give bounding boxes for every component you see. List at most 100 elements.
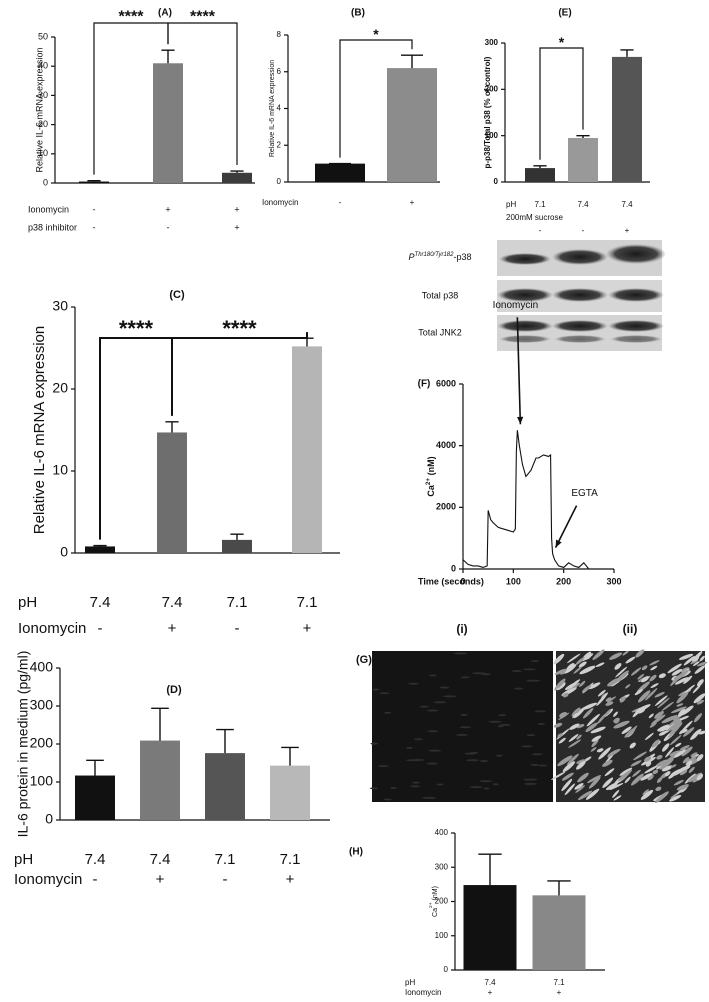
y-axis-label-part: 2+ <box>428 902 434 908</box>
cell <box>524 782 538 785</box>
y-axis-label: Relative IL-6 mRNA expression <box>269 60 276 157</box>
cell <box>557 755 573 767</box>
annotation-arrow <box>554 505 578 548</box>
cell <box>598 747 611 760</box>
cell <box>670 769 680 776</box>
cell <box>596 748 604 753</box>
trace <box>462 430 590 570</box>
bar <box>157 432 187 553</box>
condition-value: + <box>303 620 312 637</box>
cell <box>555 678 566 689</box>
y-tick-label: 0 <box>494 177 499 186</box>
y-tick-label: 6000 <box>436 378 456 388</box>
condition-label: 200mM sucrose <box>506 213 563 222</box>
cell <box>654 691 665 698</box>
panel-label: (A) <box>158 8 172 19</box>
bar <box>79 181 109 183</box>
condition-value: + <box>286 871 295 888</box>
microscopy-images: (i) (ii) (G) <box>356 622 708 803</box>
y-tick-label: 30 <box>52 298 68 314</box>
cell <box>576 760 586 770</box>
cell <box>558 712 570 720</box>
cell <box>613 711 618 717</box>
cell <box>577 790 593 801</box>
cell <box>602 777 614 788</box>
cell <box>630 760 642 767</box>
error-bar <box>165 421 179 433</box>
cell <box>650 683 659 689</box>
condition-value: + <box>625 226 630 235</box>
cell <box>613 795 622 801</box>
condition-value: 7.4 <box>162 594 183 611</box>
error-bar <box>216 728 234 754</box>
cell <box>658 730 667 736</box>
cell <box>649 722 657 728</box>
bar <box>75 775 115 820</box>
y-axis-label: IL-6 protein in medium (pg/ml) <box>15 651 31 838</box>
cell <box>651 739 660 748</box>
significance-label: **** <box>190 9 216 26</box>
y-tick-label: 100 <box>30 773 54 789</box>
cell <box>369 787 379 790</box>
bar <box>140 740 180 820</box>
y-tick-label: 200 <box>485 84 499 93</box>
cell <box>606 782 618 791</box>
cell <box>383 798 392 801</box>
error-bar <box>281 746 299 766</box>
cell <box>697 679 704 687</box>
cell <box>483 787 490 790</box>
cell <box>683 675 693 684</box>
cell <box>427 730 439 733</box>
cell <box>523 668 536 671</box>
cell <box>553 653 565 665</box>
cell <box>664 771 671 777</box>
y-tick-label: 0 <box>43 177 48 187</box>
cell <box>576 734 582 740</box>
cell <box>567 653 581 664</box>
cell <box>661 715 678 724</box>
cell <box>671 706 687 714</box>
cell <box>673 779 684 786</box>
annotation: Ionomycin <box>493 300 539 311</box>
y-tick-label: 4 <box>277 104 282 113</box>
cell <box>661 701 674 711</box>
cell <box>681 746 693 757</box>
y-tick-label: 0 <box>277 177 282 186</box>
condition-value: - <box>93 204 96 214</box>
cell <box>654 695 668 706</box>
cell <box>530 660 540 663</box>
cell <box>641 756 656 766</box>
cell <box>655 786 662 792</box>
error-bar <box>401 54 423 69</box>
y-tick-label: 0 <box>444 965 449 974</box>
error-bar <box>230 170 244 173</box>
cell <box>609 782 624 791</box>
y-tick-label: 8 <box>277 30 282 39</box>
condition-value: + <box>168 620 177 637</box>
cell <box>531 753 543 756</box>
x-tick-label: 300 <box>606 576 621 586</box>
cell <box>684 684 695 694</box>
condition-value: - <box>582 226 585 235</box>
cell <box>551 771 566 781</box>
cell <box>562 692 569 698</box>
cell <box>676 784 689 791</box>
cell <box>576 759 586 764</box>
cell <box>667 663 682 674</box>
cell <box>573 666 582 674</box>
cell <box>586 713 600 727</box>
cell <box>379 692 390 695</box>
cell <box>469 786 483 789</box>
cell <box>582 707 594 719</box>
error-bar <box>86 759 104 776</box>
bar <box>292 346 322 553</box>
cell <box>632 769 641 778</box>
condition-label: pH <box>405 978 415 987</box>
condition-value: - <box>223 871 228 888</box>
cell <box>687 772 703 783</box>
cell <box>696 661 708 667</box>
cell <box>625 684 631 689</box>
cell <box>411 758 425 761</box>
cell <box>634 689 643 696</box>
